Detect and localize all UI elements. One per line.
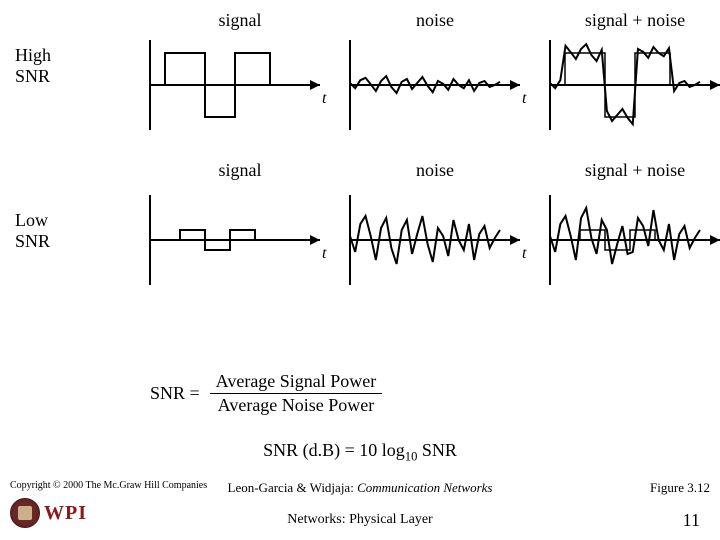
- footer-figure-ref: Figure 3.12: [650, 480, 710, 496]
- col-heading-signal-1: signal: [160, 10, 320, 31]
- wpi-logo-text: WPI: [44, 502, 87, 525]
- svg-text:t: t: [522, 90, 527, 107]
- snr-denominator: Average Noise Power: [212, 394, 381, 417]
- svg-text:t: t: [522, 245, 527, 262]
- snr-lhs: SNR =: [150, 383, 200, 404]
- page-number: 11: [683, 510, 700, 531]
- wpi-seal-icon: [10, 498, 40, 528]
- svg-text:t: t: [322, 245, 327, 262]
- footer-center-line2: Networks: Physical Layer: [0, 512, 720, 528]
- snr-fraction: Average Signal Power Average Noise Power: [210, 370, 383, 418]
- plot-low-sum: t: [540, 190, 720, 290]
- plot-low-noise: t: [340, 190, 540, 290]
- col-heading-noise-1: noise: [355, 10, 515, 31]
- col-heading-sum-1: signal + noise: [555, 10, 715, 31]
- footer-authors: Leon-Garcia & Widjaja:: [228, 480, 358, 495]
- col-heading-signal-2: signal: [160, 160, 320, 181]
- snr-db-text: SNR (d.B) = 10 log: [263, 440, 405, 460]
- footer-center-line1: Leon-Garcia & Widjaja: Communication Net…: [0, 480, 720, 496]
- col-heading-sum-2: signal + noise: [555, 160, 715, 181]
- snr-db-sub: 10: [405, 450, 418, 464]
- plot-low-signal: t: [140, 190, 340, 290]
- plot-high-noise: t: [340, 35, 540, 135]
- row-label-high-snr: High SNR: [15, 45, 51, 87]
- col-heading-noise-2: noise: [355, 160, 515, 181]
- svg-text:t: t: [322, 90, 327, 107]
- wpi-logo: WPI: [10, 498, 87, 528]
- snr-db-formula: SNR (d.B) = 10 log10 SNR: [0, 440, 720, 465]
- row-label-low-snr: Low SNR: [15, 210, 50, 252]
- footer-book-title: Communication Networks: [357, 480, 492, 495]
- plot-high-sum: t: [540, 35, 720, 135]
- snr-numerator: Average Signal Power: [210, 370, 383, 394]
- snr-formula: SNR = Average Signal Power Average Noise…: [150, 370, 382, 418]
- plot-high-signal: t: [140, 35, 340, 135]
- snr-db-tail: SNR: [417, 440, 457, 460]
